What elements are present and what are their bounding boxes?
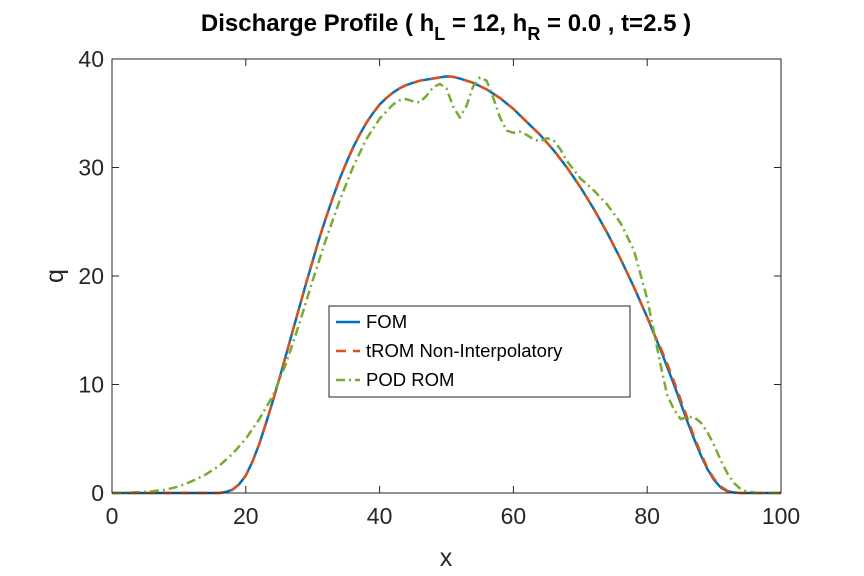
x-tick-label: 80 <box>634 503 660 529</box>
y-axis-label: q <box>41 269 69 283</box>
trom-line <box>112 75 781 495</box>
x-tick-label: 20 <box>233 503 259 529</box>
legend-label-pod-rom: POD ROM <box>366 369 454 390</box>
title-subscript-left: L <box>434 24 445 44</box>
x-tick-label: 40 <box>367 503 393 529</box>
x-axis-ticks: 0 20 40 60 80 100 <box>106 59 800 529</box>
y-tick-label: 40 <box>78 46 104 72</box>
x-tick-label: 0 <box>106 503 119 529</box>
y-tick-label: 30 <box>78 155 104 181</box>
pod-rom-line <box>111 76 781 495</box>
legend: FOM tROM Non-Interpolatory POD ROM <box>328 305 631 398</box>
y-tick-label: 0 <box>91 480 104 506</box>
title-subscript-right: R <box>527 24 540 44</box>
chart-title: Discharge Profile ( hL = 12, hR = 0.0 , … <box>201 10 691 44</box>
axes-box <box>111 58 782 494</box>
plot-area <box>112 59 781 493</box>
legend-box <box>328 305 631 398</box>
x-tick-label: 60 <box>501 503 527 529</box>
legend-label-trom: tROM Non-Interpolatory <box>366 340 563 361</box>
series-lines <box>111 75 781 495</box>
y-axis-ticks: 0 10 20 30 40 <box>78 46 781 506</box>
title-suffix: = 0.0 , t=2.5 ) <box>540 10 691 37</box>
x-tick-label: 100 <box>762 503 800 529</box>
x-axis-label: x <box>440 544 453 572</box>
y-tick-label: 10 <box>78 372 104 398</box>
legend-label-fom: FOM <box>366 311 407 332</box>
y-tick-label: 20 <box>78 263 104 289</box>
title-middle: = 12, h <box>445 10 527 37</box>
title-prefix: Discharge Profile ( h <box>201 10 434 37</box>
